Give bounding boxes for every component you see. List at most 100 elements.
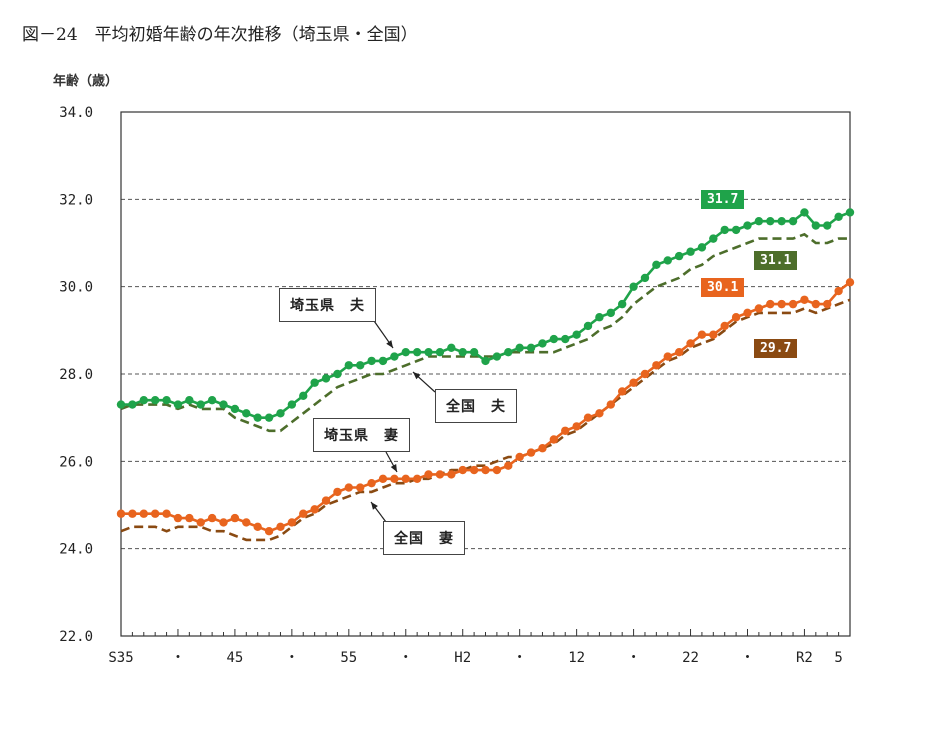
data-point	[435, 347, 445, 357]
data-point	[458, 347, 467, 357]
data-point	[321, 496, 331, 505]
data-point	[390, 474, 399, 483]
data-point	[128, 509, 137, 518]
data-point	[367, 478, 376, 488]
data-point	[652, 361, 661, 370]
data-point	[834, 212, 843, 221]
data-point	[412, 347, 422, 357]
data-point	[356, 361, 365, 370]
y-tick-label: 34.0	[59, 105, 93, 121]
data-point	[173, 513, 183, 523]
data-point	[196, 400, 205, 409]
data-point	[344, 483, 354, 492]
data-point	[310, 378, 319, 387]
data-point	[663, 352, 672, 361]
data-point	[538, 339, 547, 348]
data-point	[150, 396, 160, 405]
data-point	[162, 396, 171, 405]
data-point	[219, 400, 228, 409]
data-point	[845, 208, 855, 217]
value-label-saitama-wife: 30.1	[701, 278, 745, 297]
data-point	[219, 518, 228, 527]
callout-japan-husband: 全国 夫	[435, 389, 517, 423]
data-point	[731, 225, 741, 235]
value-label-saitama-husband: 31.7	[701, 190, 745, 209]
y-tick-label: 30.0	[59, 280, 93, 296]
data-point	[458, 465, 467, 475]
series-layer	[116, 208, 855, 542]
data-point	[606, 308, 615, 318]
data-point	[697, 243, 707, 252]
data-point	[321, 374, 331, 383]
data-point	[367, 356, 376, 366]
x-tick-label: ・	[171, 650, 185, 666]
data-point	[424, 470, 433, 479]
arrow-saitama-wife-head	[390, 464, 397, 472]
data-point	[173, 400, 183, 409]
data-point	[242, 518, 251, 527]
data-point	[686, 339, 695, 348]
x-tick-label: 45	[226, 650, 243, 666]
data-point	[207, 396, 217, 405]
data-point	[629, 378, 638, 387]
data-point	[811, 221, 821, 230]
data-point	[207, 513, 217, 523]
data-point	[504, 461, 513, 470]
x-tick-label: ・	[513, 650, 527, 666]
data-point	[561, 334, 570, 344]
data-point	[299, 509, 308, 518]
x-tick-label: 12	[568, 650, 585, 666]
x-tick-label: 55	[340, 650, 357, 666]
data-point	[469, 465, 479, 475]
data-point	[617, 299, 627, 309]
y-tick-label: 28.0	[59, 367, 93, 383]
data-point	[686, 247, 695, 256]
data-point	[276, 522, 285, 532]
data-point	[116, 509, 126, 518]
data-point	[253, 522, 262, 532]
callout-saitama-wife: 埼玉県 妻	[313, 418, 410, 452]
data-point	[800, 295, 809, 304]
data-point	[834, 286, 843, 296]
data-point	[116, 400, 126, 409]
data-point	[549, 334, 559, 344]
data-point	[766, 216, 775, 226]
x-tick-label: S35	[108, 650, 133, 666]
data-point	[777, 216, 786, 226]
x-tick-label: H2	[454, 650, 471, 666]
data-point	[185, 396, 194, 405]
x-tick-label: ・	[740, 650, 754, 666]
data-point	[276, 409, 285, 418]
data-point	[150, 509, 160, 518]
data-point	[162, 509, 171, 518]
y-tick-label: 24.0	[59, 542, 93, 558]
data-point	[720, 321, 729, 331]
data-point	[526, 448, 536, 457]
data-point	[481, 465, 490, 475]
data-point	[333, 369, 342, 379]
data-point	[583, 321, 593, 331]
data-point	[435, 470, 445, 479]
data-point	[310, 505, 319, 514]
data-point	[572, 422, 581, 431]
x-tick-label: R2	[796, 650, 813, 666]
arrow-japan-husband-head	[413, 372, 421, 380]
data-point	[264, 527, 274, 536]
data-point	[253, 413, 262, 422]
data-point	[754, 216, 764, 226]
callout-japan-wife: 全国 妻	[383, 521, 465, 555]
data-point	[424, 347, 433, 357]
data-point	[378, 474, 388, 483]
data-point	[299, 391, 308, 401]
data-point	[561, 426, 570, 435]
data-point	[788, 299, 798, 309]
data-point	[709, 234, 718, 243]
data-point	[652, 260, 661, 270]
data-point	[583, 413, 593, 422]
callout-saitama-husband: 埼玉県 夫	[279, 288, 376, 322]
data-point	[709, 330, 718, 339]
data-point	[185, 513, 194, 523]
data-point	[128, 400, 137, 409]
x-tick-label: 22	[682, 650, 699, 666]
